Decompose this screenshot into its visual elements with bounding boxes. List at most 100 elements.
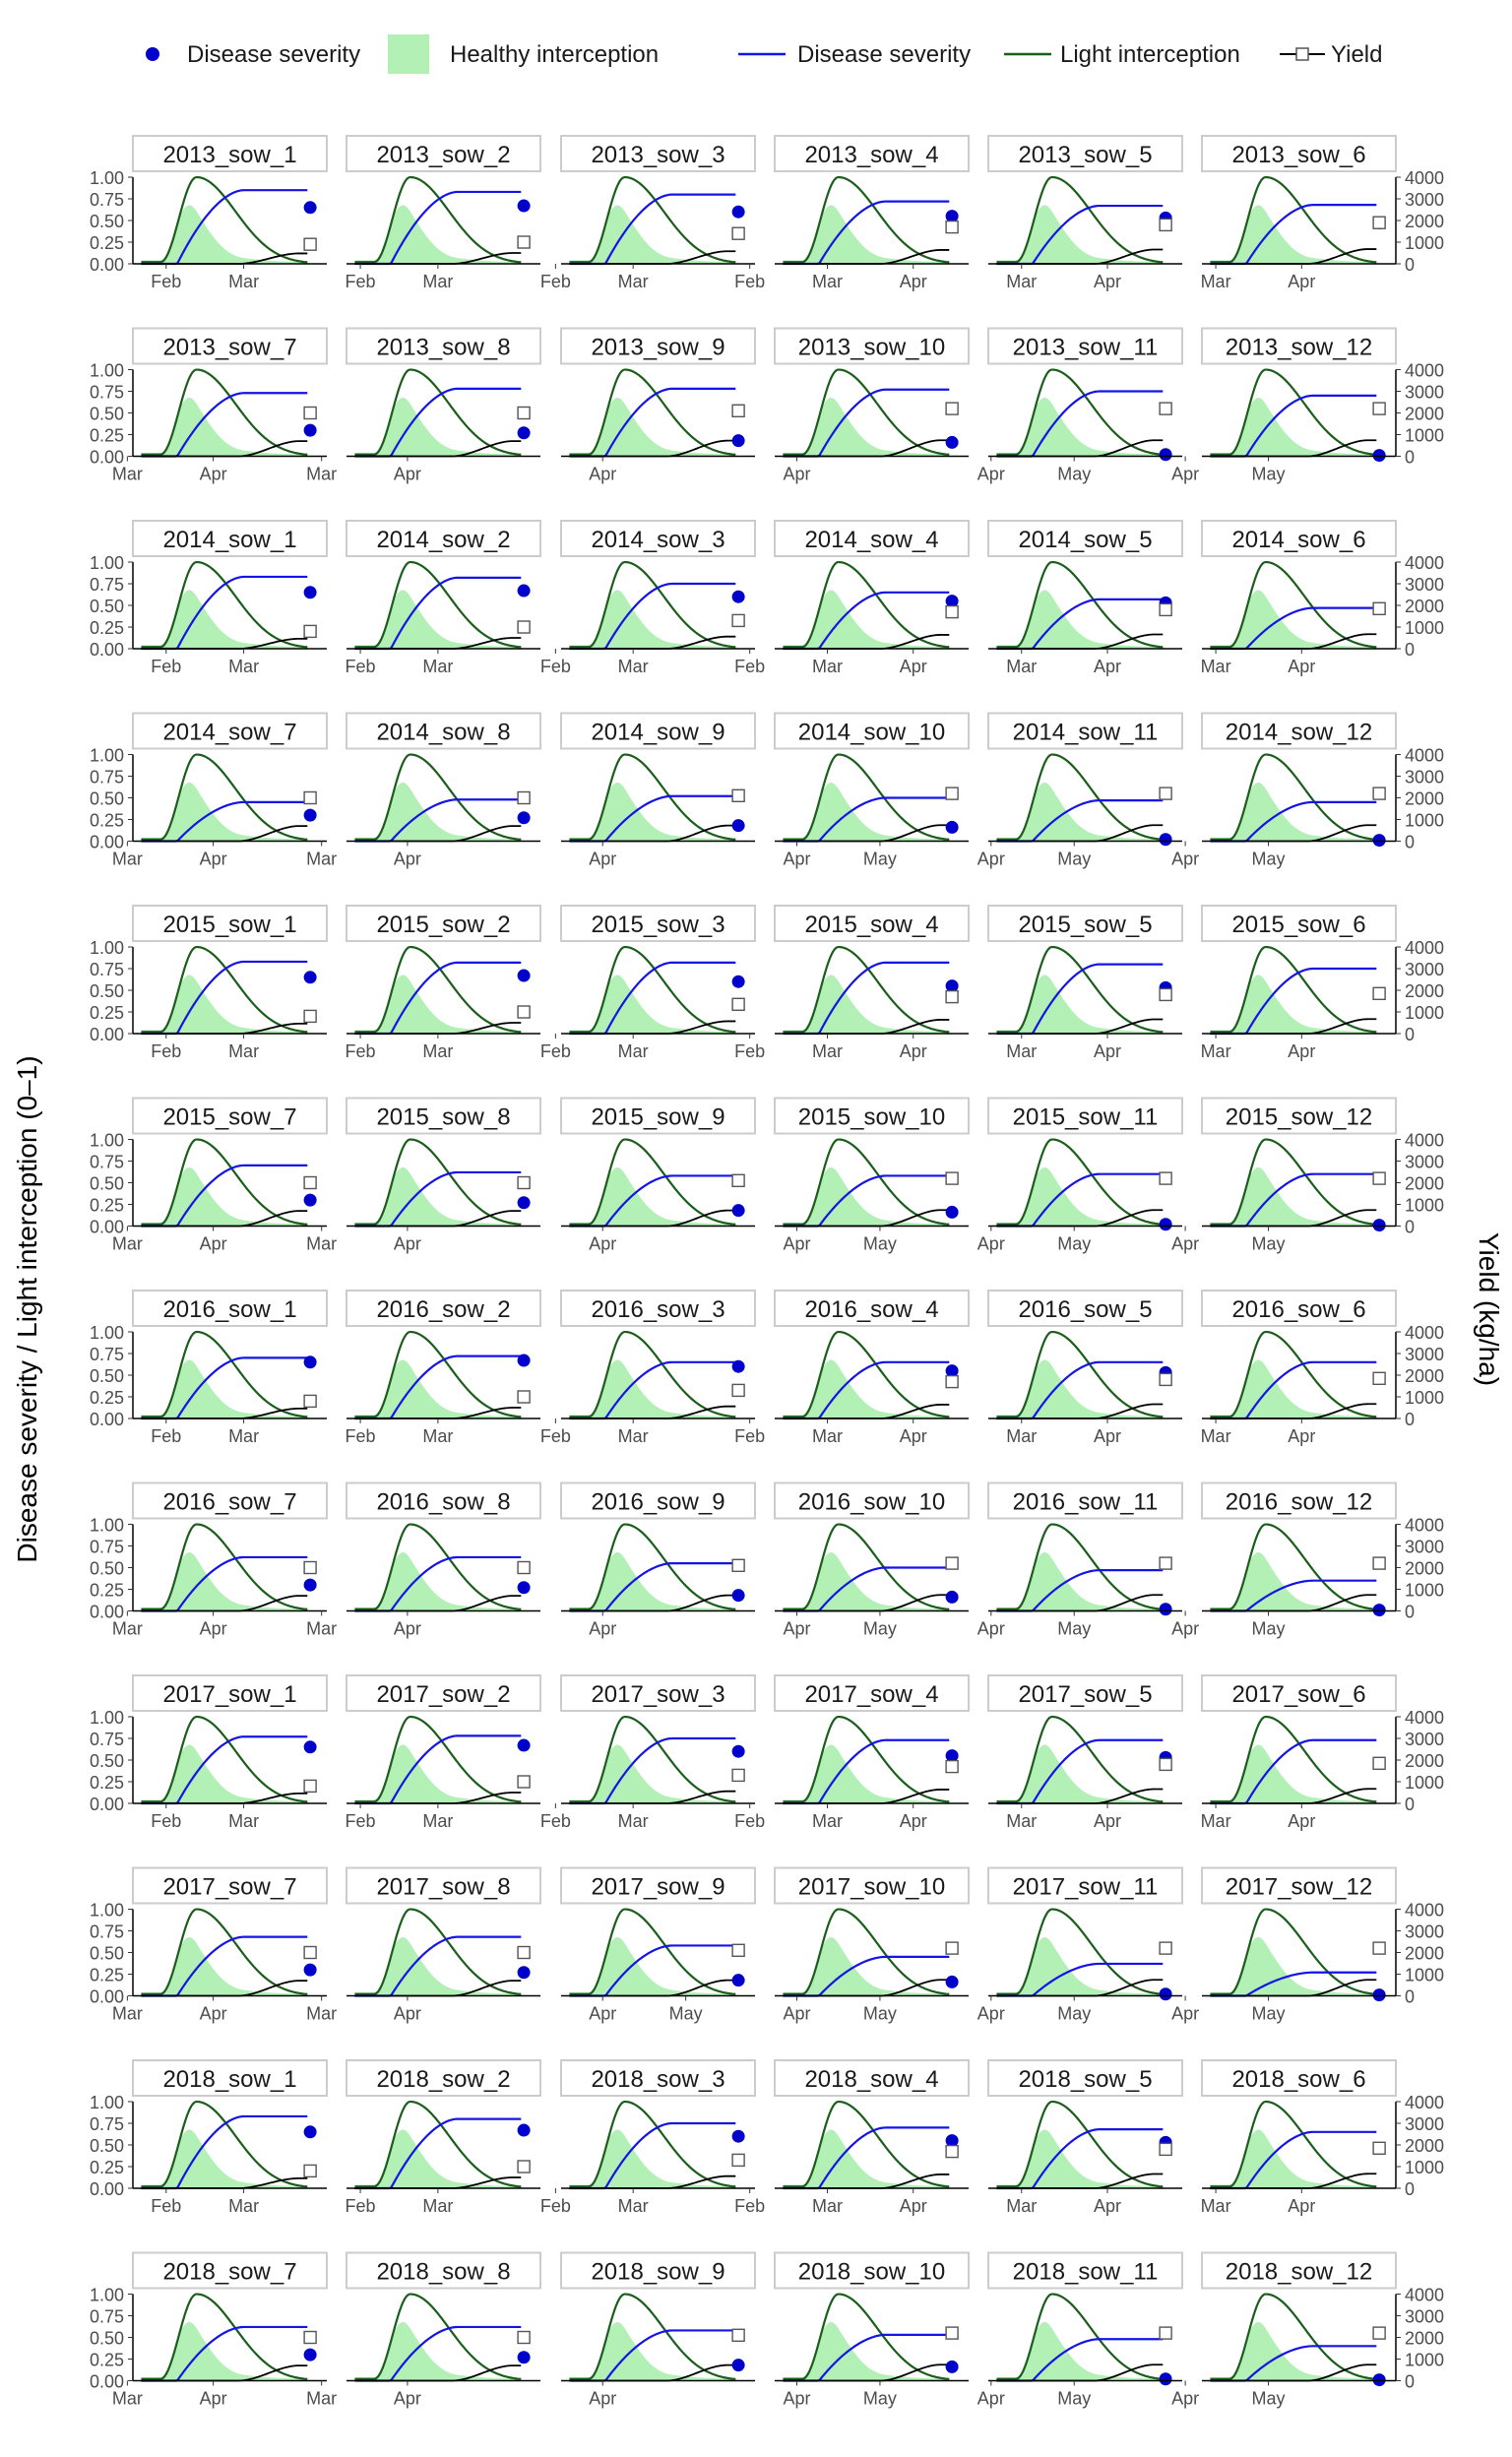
facet-panel: 2017_sow_1 Feb Mar 0.00 0.250.50 0.75 1.00 bbox=[90, 1674, 328, 1831]
x-tick-label: Apr bbox=[200, 1234, 227, 1254]
yield-point bbox=[303, 1560, 317, 1575]
y2-tick-label: 0 bbox=[1405, 640, 1415, 660]
facet-strip bbox=[132, 1290, 328, 1327]
x-tick-label: Mar bbox=[1006, 2196, 1037, 2216]
yield-point bbox=[731, 2328, 745, 2343]
y-tick-label: 0.50 bbox=[90, 1944, 124, 1964]
x-tick-label: Feb bbox=[151, 1811, 181, 1831]
facet-strip-label: 2017_sow_4 bbox=[804, 1681, 938, 1708]
facet-strip-label: 2018_sow_7 bbox=[162, 2259, 296, 2286]
facet-strip bbox=[346, 327, 541, 365]
facet-strip bbox=[987, 1290, 1183, 1327]
y2-tick-label: 1000 bbox=[1405, 1966, 1444, 1985]
facet-strip bbox=[774, 905, 970, 942]
yield-point bbox=[1372, 402, 1386, 415]
x-tick-label: Mar bbox=[1006, 1041, 1037, 1061]
healthy-interception-area bbox=[783, 2321, 950, 2381]
severity-point bbox=[303, 1578, 317, 1592]
light-interception-line bbox=[354, 1138, 522, 1226]
facet-strip bbox=[560, 327, 756, 365]
facet-panel: 2014_sow_10 Apr May bbox=[774, 712, 970, 869]
severity-point bbox=[517, 426, 531, 440]
y-tick-label: 0.50 bbox=[90, 1559, 124, 1579]
facet-strip-label: 2017_sow_5 bbox=[1018, 1681, 1152, 1708]
healthy-interception-area bbox=[1210, 1551, 1377, 1611]
yield-point bbox=[517, 620, 531, 634]
x-tick-label: Feb bbox=[734, 1811, 765, 1831]
severity-point bbox=[303, 586, 317, 599]
y-tick-label: 1.00 bbox=[90, 553, 124, 573]
y-tick-label: 0.75 bbox=[90, 960, 124, 979]
x-tick-label: Mar bbox=[1201, 1041, 1231, 1061]
severity-point bbox=[945, 1205, 959, 1219]
x-tick-label: Apr bbox=[589, 2389, 616, 2409]
legend-yield-square-key bbox=[1295, 47, 1309, 61]
y-tick-label: 1.00 bbox=[90, 1901, 124, 1921]
x-tick-label: Apr bbox=[1094, 1811, 1121, 1831]
x-tick-label: Apr bbox=[900, 657, 927, 676]
yield-point bbox=[303, 1394, 317, 1409]
y-tick-label: 0.50 bbox=[90, 789, 124, 809]
facet-strip bbox=[132, 2059, 328, 2097]
x-tick-label: Apr bbox=[394, 1619, 421, 1639]
x-tick-label: Feb bbox=[346, 1811, 376, 1831]
x-tick-label: Mar bbox=[1201, 1426, 1231, 1446]
y2-tick-label: 2000 bbox=[1405, 2329, 1444, 2349]
healthy-interception-area bbox=[354, 397, 522, 457]
yield-point bbox=[945, 2144, 959, 2159]
severity-point bbox=[303, 1740, 317, 1754]
severity-point bbox=[945, 210, 959, 223]
severity-point bbox=[303, 808, 317, 822]
healthy-interception-area bbox=[141, 1936, 308, 1996]
yield-point bbox=[1372, 1941, 1386, 1955]
healthy-interception-area bbox=[141, 1744, 308, 1803]
facet-strip bbox=[560, 1097, 756, 1135]
x-tick-label: Feb bbox=[151, 2196, 181, 2216]
facet-strip-label: 2015_sow_10 bbox=[798, 1104, 945, 1131]
x-tick-label: Apr bbox=[394, 2004, 421, 2024]
y-tick-label: 0.25 bbox=[90, 1966, 124, 1985]
facet-strip bbox=[774, 1674, 970, 1712]
x-tick-label: Apr bbox=[977, 465, 1005, 484]
facet-strip bbox=[1201, 2059, 1397, 2097]
x-tick-label: Feb bbox=[540, 272, 571, 291]
yield-point bbox=[517, 235, 531, 249]
facet-strip-label: 2018_sow_10 bbox=[798, 2259, 945, 2286]
yield-point bbox=[945, 604, 959, 619]
healthy-interception-area bbox=[354, 1359, 522, 1418]
y2-axis-title: Yield (kg/ha) bbox=[1474, 1232, 1504, 1386]
y2-tick-label: 4000 bbox=[1405, 1323, 1444, 1343]
y2-tick-label: 2000 bbox=[1405, 212, 1444, 231]
y-tick-label: 0.75 bbox=[90, 1538, 124, 1557]
facet-strip bbox=[987, 1097, 1183, 1135]
healthy-interception-area bbox=[354, 1166, 522, 1227]
healthy-interception-area bbox=[141, 590, 308, 649]
healthy-interception-area bbox=[783, 1744, 950, 1803]
y-tick-label: 0.25 bbox=[90, 426, 124, 446]
y-tick-label: 0.00 bbox=[90, 1025, 124, 1044]
facet-strip-label: 2014_sow_2 bbox=[376, 527, 510, 553]
x-tick-label: Mar bbox=[422, 657, 453, 676]
severity-point bbox=[303, 971, 317, 984]
facet-panel: 2016_sow_5 Mar Apr bbox=[987, 1290, 1183, 1446]
x-tick-label: Feb bbox=[540, 1811, 571, 1831]
healthy-interception-area bbox=[783, 975, 950, 1034]
yield-point bbox=[303, 790, 317, 805]
x-tick-label: Apr bbox=[1094, 1041, 1121, 1061]
yield-point bbox=[303, 237, 317, 251]
yield-point bbox=[1159, 2142, 1172, 2157]
severity-point bbox=[945, 979, 959, 993]
yield-point bbox=[1159, 218, 1172, 232]
x-tick-label: Mar bbox=[306, 2389, 337, 2409]
y2-tick-label: 3000 bbox=[1405, 1730, 1444, 1749]
facet-strip bbox=[774, 2251, 970, 2290]
x-tick-label: Mar bbox=[112, 1619, 143, 1639]
light-interception-line bbox=[783, 753, 950, 841]
facet-strip bbox=[132, 135, 328, 172]
facet-panel: 2014_sow_4 Feb Mar Apr bbox=[734, 520, 970, 676]
legend-label-point: Disease severity bbox=[187, 41, 360, 68]
x-tick-label: Apr bbox=[784, 2389, 811, 2409]
healthy-interception-area bbox=[354, 1744, 522, 1803]
